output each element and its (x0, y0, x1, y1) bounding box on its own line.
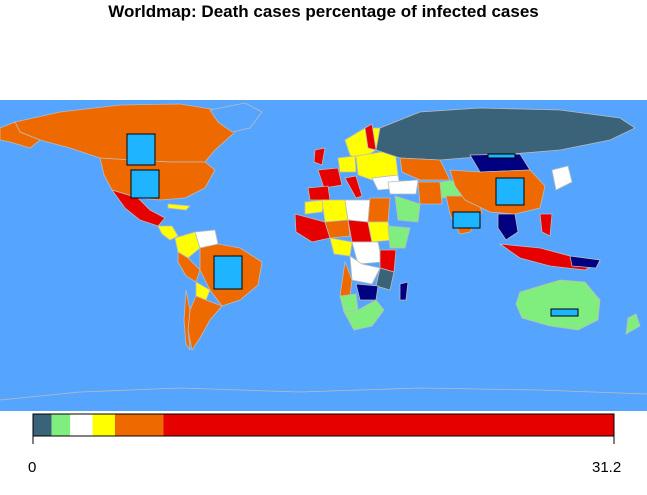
country-new-zealand (625, 313, 641, 335)
country-france (317, 167, 343, 189)
bubble-brazil (213, 255, 243, 290)
country-west-africa (294, 213, 331, 243)
country-alaska (0, 121, 41, 149)
bubbles (126, 133, 579, 317)
country-kazakhstan (399, 157, 451, 181)
country-philippines (539, 213, 553, 237)
legend-color-bar (33, 414, 614, 436)
country-morocco (304, 199, 326, 215)
country-algeria (321, 199, 349, 223)
bubble-india (452, 211, 481, 229)
country-libya (344, 199, 371, 223)
legend-bin-5 (163, 414, 614, 436)
legend-bin-2 (70, 414, 93, 436)
country-ethiopia (387, 225, 411, 249)
country-saudi-arabia (394, 195, 421, 223)
country-spain (307, 185, 331, 201)
bubble-china (495, 177, 525, 206)
country-congo (349, 255, 381, 285)
country-south-africa (343, 299, 385, 331)
country-australia (515, 279, 601, 331)
map-title: Worldmap: Death cases percentage of infe… (108, 2, 539, 21)
legend-bin-4 (114, 414, 164, 436)
country-egypt (367, 197, 391, 223)
bubble-united-states (130, 169, 160, 199)
country-zambia (355, 283, 379, 301)
legend-max-label: 31.2 (592, 459, 622, 476)
land-masses (0, 102, 647, 401)
bubble-canada (126, 133, 156, 166)
country-greenland (209, 102, 263, 133)
country-korea-japan (551, 165, 573, 191)
legend-bin-0 (33, 414, 52, 436)
country-madagascar (399, 281, 409, 301)
legend-min-label: 0 (28, 459, 37, 476)
country-southeast-asia (497, 213, 519, 241)
antarctica-outline (0, 387, 647, 401)
bubble-australia (550, 308, 579, 317)
country-uk (313, 147, 326, 166)
country-mali (324, 219, 351, 239)
legend-frame (32, 413, 615, 437)
country-italy (344, 175, 363, 199)
country-central-america (157, 225, 179, 241)
country-iran (417, 181, 443, 205)
country-germany (337, 155, 357, 173)
country-mexico (110, 189, 166, 227)
country-turkey (387, 179, 419, 195)
legend-bin-1 (51, 414, 71, 436)
bubble-mongolia (487, 153, 516, 159)
country-cuba (167, 203, 191, 211)
country-colombia (174, 231, 201, 259)
country-tanzania (375, 267, 395, 291)
country-chile (183, 289, 191, 351)
legend-bin-3 (92, 414, 115, 436)
country-papua (569, 255, 601, 269)
